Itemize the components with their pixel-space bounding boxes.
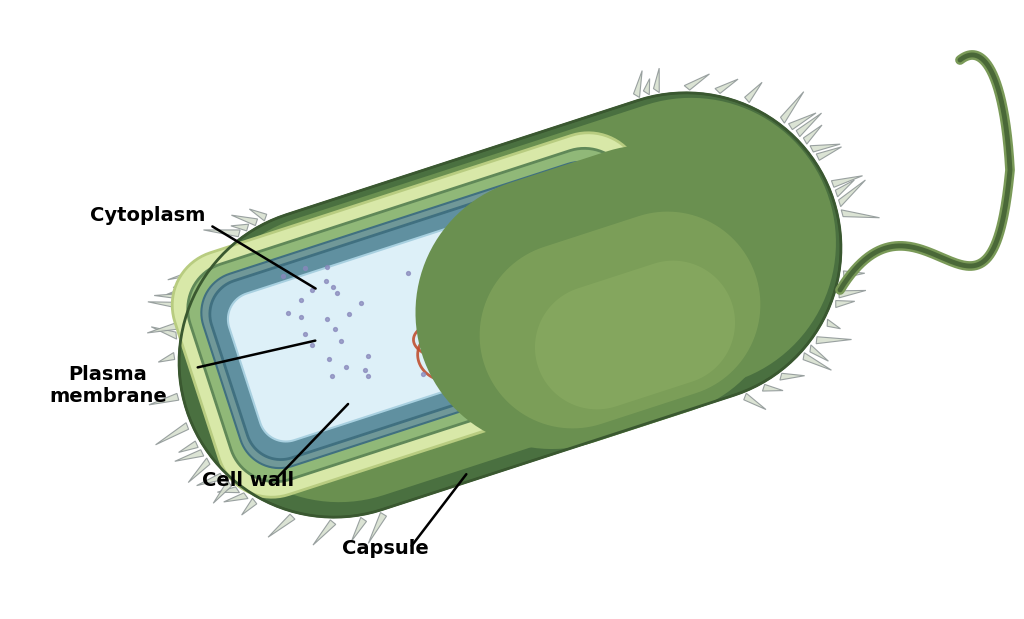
Polygon shape (179, 93, 841, 517)
Polygon shape (268, 514, 295, 537)
Polygon shape (172, 133, 688, 497)
Polygon shape (197, 474, 224, 485)
Polygon shape (382, 266, 678, 425)
Text: Cytoplasm: Cytoplasm (90, 206, 206, 225)
Polygon shape (231, 215, 257, 225)
Polygon shape (156, 423, 188, 445)
Polygon shape (715, 79, 738, 93)
Polygon shape (175, 450, 204, 461)
Polygon shape (217, 487, 240, 493)
Polygon shape (535, 261, 735, 409)
Polygon shape (788, 113, 816, 129)
Polygon shape (230, 224, 249, 231)
Polygon shape (213, 480, 231, 503)
Polygon shape (827, 319, 841, 329)
Polygon shape (810, 345, 828, 361)
Polygon shape (178, 441, 198, 452)
Polygon shape (147, 322, 178, 333)
Text: Cell wall: Cell wall (202, 471, 294, 490)
Polygon shape (168, 266, 204, 280)
Polygon shape (743, 393, 766, 410)
Polygon shape (839, 180, 865, 207)
Polygon shape (842, 210, 880, 218)
Polygon shape (816, 337, 852, 344)
Polygon shape (351, 517, 367, 541)
Polygon shape (763, 384, 783, 391)
Polygon shape (150, 394, 179, 405)
Polygon shape (250, 209, 266, 221)
Polygon shape (173, 275, 198, 287)
Polygon shape (195, 98, 836, 502)
Polygon shape (797, 113, 821, 137)
Polygon shape (167, 284, 193, 295)
Polygon shape (326, 198, 755, 452)
Polygon shape (780, 373, 805, 380)
Polygon shape (844, 271, 864, 278)
Polygon shape (242, 498, 257, 515)
Polygon shape (223, 493, 248, 502)
Polygon shape (152, 327, 176, 339)
Polygon shape (816, 147, 842, 160)
Polygon shape (836, 301, 855, 308)
Polygon shape (653, 68, 659, 93)
Polygon shape (416, 145, 784, 449)
Polygon shape (643, 79, 649, 95)
Polygon shape (634, 71, 642, 97)
Polygon shape (187, 149, 672, 482)
Polygon shape (803, 353, 831, 370)
Text: Capsule: Capsule (342, 539, 428, 558)
Polygon shape (313, 520, 336, 545)
Polygon shape (147, 302, 184, 310)
Polygon shape (204, 230, 240, 236)
Polygon shape (810, 144, 840, 152)
Polygon shape (369, 513, 386, 543)
Polygon shape (228, 189, 632, 441)
Polygon shape (839, 290, 866, 298)
Polygon shape (684, 74, 710, 90)
Polygon shape (836, 180, 854, 197)
Polygon shape (804, 125, 822, 144)
Polygon shape (479, 212, 761, 428)
Text: Plasma
membrane: Plasma membrane (49, 365, 167, 405)
Polygon shape (188, 458, 210, 483)
Polygon shape (780, 92, 804, 123)
Polygon shape (159, 353, 175, 362)
Polygon shape (155, 293, 188, 300)
Polygon shape (744, 82, 762, 103)
Polygon shape (831, 176, 862, 188)
Polygon shape (210, 170, 650, 459)
Polygon shape (202, 162, 658, 468)
